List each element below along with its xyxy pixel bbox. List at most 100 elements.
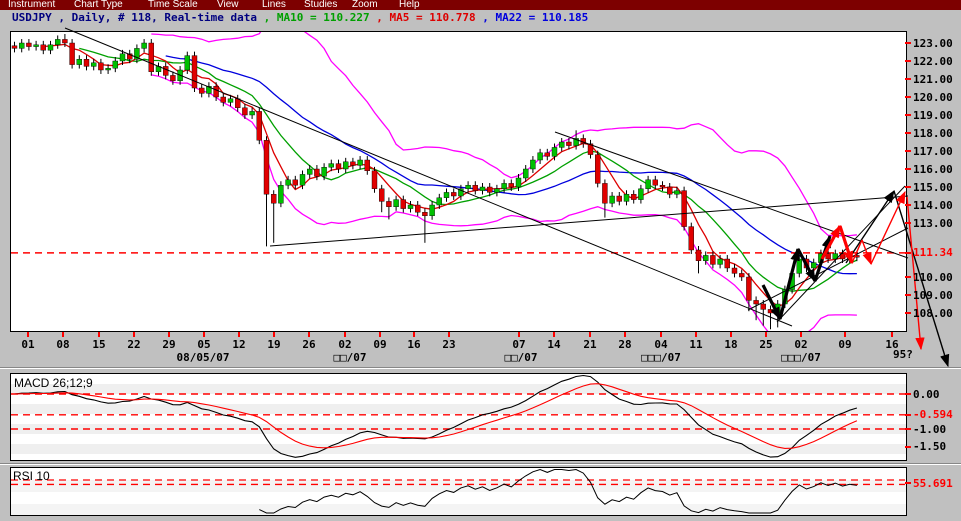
panel-divider bbox=[0, 367, 961, 368]
menu-item-chart-type[interactable]: Chart Type bbox=[74, 0, 123, 10]
date-tick bbox=[695, 332, 697, 337]
date-label: 11 bbox=[689, 338, 703, 351]
price-label-108.00: 108.00 bbox=[913, 306, 953, 320]
date-tick bbox=[800, 332, 802, 337]
title-segment-1: , MA10 = 110.227 bbox=[263, 11, 377, 24]
menu-item-time-scale[interactable]: Time Scale bbox=[148, 0, 198, 10]
rsi-label: RSI 10 bbox=[13, 469, 50, 483]
menu-item-help[interactable]: Help bbox=[399, 0, 420, 10]
date-tick bbox=[27, 332, 29, 337]
date-tick bbox=[730, 332, 732, 337]
month-label: □□□/07 bbox=[781, 351, 821, 364]
price-tick bbox=[905, 276, 911, 278]
date-tick bbox=[660, 332, 662, 337]
macd-label--0.594: -0.594 bbox=[913, 408, 953, 422]
macd-tick bbox=[905, 393, 911, 395]
panel-divider-highlight bbox=[0, 464, 961, 465]
date-label: 07 bbox=[512, 338, 526, 351]
date-tick bbox=[553, 332, 555, 337]
date-label: 15 bbox=[92, 338, 106, 351]
date-label: 18 bbox=[724, 338, 738, 351]
rsi-value-tick bbox=[905, 482, 911, 484]
date-label: 01 bbox=[21, 338, 35, 351]
date-tick bbox=[448, 332, 450, 337]
macd-label--1.50: -1.50 bbox=[913, 440, 947, 453]
date-label: 04 bbox=[654, 338, 668, 351]
date-label: 02 bbox=[794, 338, 808, 351]
date-tick bbox=[344, 332, 346, 337]
price-label-111.34: 111.34 bbox=[913, 246, 953, 260]
main-chart-panel[interactable] bbox=[10, 31, 907, 332]
date-tick bbox=[308, 332, 310, 337]
price-label-120.00: 120.00 bbox=[913, 90, 953, 104]
price-tick bbox=[905, 78, 911, 80]
macd-tick bbox=[905, 445, 911, 448]
date-tick bbox=[589, 332, 591, 337]
date-tick bbox=[765, 332, 767, 337]
price-label-117.00: 117.00 bbox=[913, 144, 953, 158]
date-label: 16 bbox=[885, 338, 899, 351]
date-label: 05 bbox=[197, 338, 211, 351]
macd-label--1.00: -1.00 bbox=[913, 422, 947, 436]
price-tick bbox=[905, 204, 911, 206]
date-tick bbox=[62, 332, 64, 337]
price-tick bbox=[905, 168, 911, 170]
date-label: 19 bbox=[267, 338, 281, 351]
macd-panel[interactable] bbox=[10, 373, 907, 461]
date-label: 25 bbox=[759, 338, 773, 351]
date-tick bbox=[203, 332, 205, 337]
price-label-123.00: 123.00 bbox=[913, 36, 953, 50]
date-label: 09 bbox=[373, 338, 387, 351]
menu-item-studies[interactable]: Studies bbox=[304, 0, 338, 10]
panel-divider bbox=[0, 463, 961, 464]
price-label-113.00: 113.00 bbox=[913, 216, 953, 230]
price-tick bbox=[905, 294, 911, 296]
title-segment-0: USDJPY , Daily, # 118, Real-time data bbox=[12, 11, 264, 24]
macd-label-0.00: 0.00 bbox=[913, 387, 940, 401]
menu-item-zoom[interactable]: Zoom bbox=[352, 0, 378, 10]
price-tick bbox=[905, 60, 911, 62]
rsi-panel[interactable] bbox=[10, 467, 907, 516]
date-label: 08 bbox=[56, 338, 70, 351]
date-label: 02 bbox=[338, 338, 352, 351]
date-label: 21 bbox=[583, 338, 597, 351]
date-label: 14 bbox=[547, 338, 561, 351]
date-tick bbox=[518, 332, 520, 337]
date-label: 28 bbox=[618, 338, 632, 351]
price-label-121.00: 121.00 bbox=[913, 72, 953, 86]
price-tick bbox=[905, 42, 911, 44]
date-tick bbox=[168, 332, 170, 337]
menu-item-instrument[interactable]: Instrument bbox=[8, 0, 56, 10]
price-tick bbox=[905, 132, 911, 134]
rsi-current-value: 55.691 bbox=[913, 477, 953, 490]
chart-title: USDJPY , Daily, # 118, Real-time data , … bbox=[12, 11, 588, 24]
price-label-110.00: 110.00 bbox=[913, 270, 953, 284]
price-tick bbox=[905, 150, 911, 152]
date-label: 09 bbox=[838, 338, 852, 351]
title-segment-2: , MA5 = 110.778 bbox=[376, 11, 483, 24]
price-tick bbox=[905, 222, 911, 224]
date-label: 12 bbox=[232, 338, 246, 351]
price-label-114.00: 114.00 bbox=[913, 198, 953, 212]
price-tick bbox=[905, 96, 911, 98]
price-target-note: 95? bbox=[893, 348, 913, 361]
price-tick bbox=[905, 251, 911, 254]
date-tick bbox=[98, 332, 100, 337]
date-label: 29 bbox=[162, 338, 176, 351]
panel-divider-highlight bbox=[0, 368, 961, 369]
menu-item-view[interactable]: View bbox=[217, 0, 239, 10]
macd-tick bbox=[905, 413, 911, 416]
price-label-115.00: 115.00 bbox=[913, 180, 953, 194]
month-label: □□□/07 bbox=[641, 351, 681, 364]
date-tick bbox=[238, 332, 240, 337]
date-label: 22 bbox=[127, 338, 141, 351]
month-label: □□/07 bbox=[333, 351, 367, 364]
price-label-109.00: 109.00 bbox=[913, 288, 953, 302]
menu-item-lines[interactable]: Lines bbox=[262, 0, 286, 10]
date-tick bbox=[379, 332, 381, 337]
date-tick bbox=[133, 332, 135, 337]
date-tick bbox=[624, 332, 626, 337]
price-tick bbox=[905, 186, 911, 188]
date-tick bbox=[844, 332, 846, 337]
